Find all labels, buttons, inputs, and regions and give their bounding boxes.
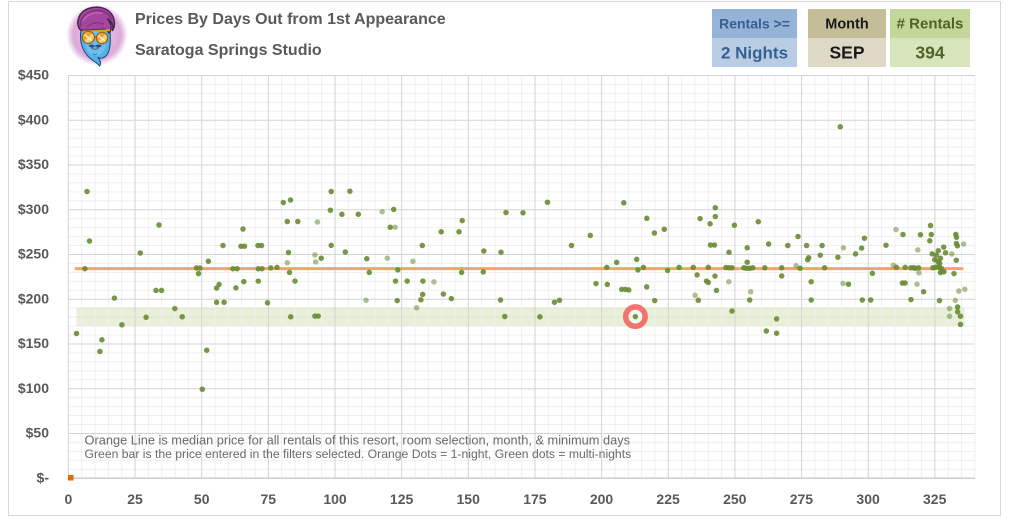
- svg-text:25: 25: [127, 491, 143, 507]
- svg-text:225: 225: [656, 491, 680, 507]
- svg-text:Green bar is the price entered: Green bar is the price entered in the fi…: [85, 447, 632, 461]
- svg-text:$250: $250: [18, 246, 49, 262]
- svg-text:250: 250: [723, 491, 747, 507]
- svg-text:200: 200: [590, 491, 614, 507]
- svg-text:$300: $300: [18, 201, 49, 217]
- svg-text:300: 300: [856, 491, 880, 507]
- svg-text:2 Nights: 2 Nights: [721, 44, 788, 63]
- svg-text:325: 325: [923, 491, 947, 507]
- svg-text:$450: $450: [18, 67, 49, 83]
- svg-text:Saratoga Springs Studio: Saratoga Springs Studio: [135, 42, 322, 59]
- svg-text:150: 150: [457, 491, 481, 507]
- svg-text:175: 175: [523, 491, 547, 507]
- svg-text:100: 100: [323, 491, 347, 507]
- svg-text:75: 75: [261, 491, 277, 507]
- svg-text:$-: $-: [37, 469, 50, 485]
- svg-text:50: 50: [194, 491, 210, 507]
- svg-text:Prices By Days Out from 1st Ap: Prices By Days Out from 1st Appearance: [135, 11, 446, 28]
- svg-text:$200: $200: [18, 290, 49, 306]
- svg-text:$50: $50: [26, 425, 50, 441]
- svg-text:# Rentals: # Rentals: [897, 16, 964, 33]
- svg-text:Month: Month: [825, 17, 868, 33]
- svg-text:Rentals >=: Rentals >=: [719, 16, 790, 32]
- svg-text:$150: $150: [18, 335, 49, 351]
- svg-text:Orange Line is median price fo: Orange Line is median price for all rent…: [85, 432, 631, 447]
- svg-text:SEP: SEP: [829, 43, 864, 63]
- svg-text:0: 0: [65, 491, 73, 507]
- svg-text:394: 394: [915, 43, 944, 63]
- svg-text:$100: $100: [18, 380, 49, 396]
- svg-text:$350: $350: [18, 156, 49, 172]
- svg-text:275: 275: [790, 491, 814, 507]
- svg-text:125: 125: [390, 491, 414, 507]
- svg-text:$400: $400: [18, 111, 49, 127]
